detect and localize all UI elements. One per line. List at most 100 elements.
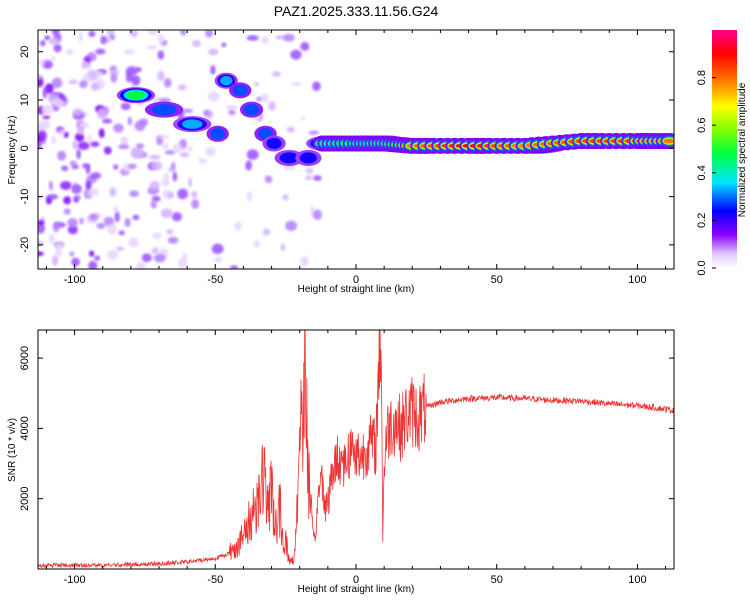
spectrogram-noise-blob <box>230 265 238 269</box>
spectrogram-band-segment <box>663 138 674 144</box>
spectrogram-noise-blob <box>69 251 75 257</box>
spectrogram-noise-blob <box>272 71 282 77</box>
spectrogram-y-tick-label: -10 <box>19 189 31 205</box>
spectrogram-ridge-blob <box>244 104 260 116</box>
spectrogram-noise-blob <box>160 180 171 186</box>
spectrogram-y-label: Frequency (Hz) <box>7 116 18 185</box>
spectrogram-noise-blob <box>63 131 69 138</box>
spectrogram-noise-blob <box>171 161 176 170</box>
spectrogram-noise-blob <box>76 149 81 160</box>
spectrogram-noise-blob <box>172 171 178 182</box>
spectrogram-noise-blob <box>94 255 101 261</box>
spectrogram-noise-blob <box>109 69 120 75</box>
spectrogram-noise-blob <box>67 217 78 228</box>
spectrogram-noise-blob <box>177 84 187 91</box>
spectrogram-noise-blob <box>63 196 72 205</box>
spectrogram-noise-blob <box>72 108 83 117</box>
spectrogram-ridge-blob <box>126 90 146 100</box>
spectrogram-noise-blob <box>112 164 119 170</box>
spectrogram-noise-blob <box>136 262 146 269</box>
spectrogram-noise-blob <box>38 130 47 142</box>
spectrogram-noise-blob <box>234 221 242 231</box>
spectrogram-noise-blob <box>203 109 210 117</box>
spectrogram-noise-blob <box>150 161 163 171</box>
spectrogram-noise-blob <box>90 172 102 180</box>
spectrogram-noise-blob <box>87 134 92 144</box>
spectrogram-noise-blob <box>96 222 106 229</box>
spectrogram-noise-blob <box>123 163 129 174</box>
spectrogram-noise-blob <box>262 228 271 236</box>
spectrogram-noise-blob <box>38 74 43 80</box>
spectrogram-noise-blob <box>81 60 88 70</box>
snr-series-line <box>38 330 674 569</box>
spectrogram-noise-blob <box>97 108 107 119</box>
spectrogram-noise-blob <box>151 195 161 202</box>
spectrogram-noise-blob <box>186 146 194 152</box>
colorbar-tick-label: 0.4 <box>696 165 708 180</box>
spectrogram-y-tick-label: 0 <box>19 145 31 151</box>
spectrogram-noise-blob <box>300 41 310 51</box>
snr-y-tick-label: 6000 <box>19 346 31 370</box>
spectrogram-noise-blob <box>78 31 83 43</box>
spectrogram-noise-blob <box>88 187 99 196</box>
colorbar-tick-label: 0.0 <box>696 260 708 275</box>
spectrogram-x-tick-label: -50 <box>207 274 223 286</box>
spectrogram-noise-blob <box>48 233 55 244</box>
spectrogram-noise-blob <box>88 30 96 38</box>
spectrogram-noise-blob <box>69 160 77 166</box>
spectrogram-noise-blob <box>113 123 124 133</box>
spectrogram-noise-blob <box>85 163 91 175</box>
spectrogram-noise-blob <box>256 96 263 102</box>
spectrogram-noise-blob <box>48 180 54 191</box>
spectrogram-noise-blob <box>177 188 189 200</box>
spectrogram-noise-blob <box>77 141 90 150</box>
spectrogram-noise-blob <box>180 30 187 36</box>
spectrogram-noise-blob <box>253 82 260 87</box>
spectrogram-noise-blob <box>60 180 72 190</box>
spectrogram-noise-blob <box>113 205 118 213</box>
spectrogram-noise-blob <box>47 193 59 200</box>
spectrogram-noise-blob <box>305 167 314 174</box>
snr-x-tick-label: 50 <box>491 574 503 586</box>
snr-y-tick-label: 2000 <box>19 486 31 510</box>
spectrogram-noise-blob <box>71 257 81 267</box>
spectrogram-noise-blob <box>98 128 105 139</box>
spectrogram-noise-blob <box>305 175 313 181</box>
spectrogram-noise-blob <box>313 175 322 182</box>
spectrogram-heatmap <box>38 30 674 269</box>
spectrogram-ridge-blob <box>210 128 225 140</box>
spectrogram-noise-blob <box>291 81 302 87</box>
spectrogram-noise-blob <box>127 116 133 126</box>
spectrogram-noise-blob <box>282 194 289 201</box>
spectrogram-noise-blob <box>101 118 113 124</box>
spectrogram-ridge-blob <box>181 119 203 129</box>
snr-line-clip <box>38 330 674 569</box>
spectrogram-ridge-blob <box>151 104 177 116</box>
spectrogram-noise-blob <box>57 150 67 161</box>
spectrogram-noise-blob <box>48 37 61 45</box>
spectrogram-noise-blob <box>246 35 259 41</box>
spectrogram-noise-blob <box>53 43 62 53</box>
spectrogram-noise-blob <box>44 83 54 94</box>
snr-x-ticks: -100 -50 0 50 100 <box>45 330 667 586</box>
spectrogram-noise-blob <box>88 213 99 221</box>
spectrogram-noise-blob <box>167 236 179 244</box>
spectrogram-noise-blob <box>100 35 107 45</box>
spectrogram-noise-blob <box>191 198 200 209</box>
spectrogram-noise-blob <box>253 240 261 248</box>
spectrogram-noise-blob <box>63 208 71 215</box>
spectrogram-noise-blob <box>120 137 127 146</box>
spectrogram-noise-blob <box>191 39 201 47</box>
spectrogram-noise-blob <box>104 147 112 155</box>
snr-x-label: Height of straight line (km) <box>298 584 415 595</box>
spectrogram-noise-blob <box>51 77 63 89</box>
spectrogram-noise-blob <box>40 40 46 47</box>
spectrogram-noise-blob <box>183 108 193 114</box>
spectrogram-noise-blob <box>261 36 269 45</box>
spectrogram-noise-blob <box>116 246 125 251</box>
spectrogram-noise-blob <box>65 49 74 56</box>
spectrogram-noise-blob <box>38 223 46 234</box>
spectrogram-noise-blob <box>153 253 166 263</box>
spectrogram-noise-blob <box>299 256 309 267</box>
